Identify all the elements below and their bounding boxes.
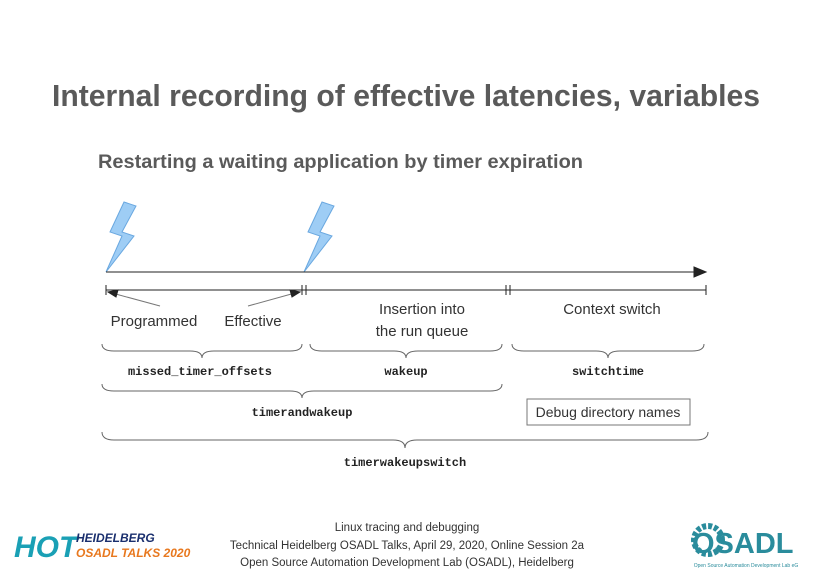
logo-left: HOT HEIDELBERG OSADL TALKS 2020 — [14, 531, 191, 564]
event-label: Context switch — [563, 301, 661, 318]
logo-mark: OSADL — [692, 528, 794, 560]
brace — [101, 431, 709, 449]
logo-right: OSADL Open Source Automation Development… — [691, 523, 799, 569]
logo-tagline: Open Source Automation Development Lab e… — [694, 563, 799, 569]
legend-box — [526, 398, 691, 426]
event-label: the run queue — [376, 323, 469, 340]
variable-name: wakeup — [384, 365, 427, 379]
event-label: Insertion into — [379, 301, 465, 318]
variable-name: missed_timer_offsets — [128, 365, 272, 379]
logo-text: HEIDELBERG — [76, 531, 155, 545]
footer-line: Linux tracing and debugging — [335, 522, 480, 534]
logo-text: OSADL TALKS 2020 — [76, 546, 191, 560]
brace — [511, 343, 705, 359]
event-label: Effective — [224, 313, 281, 330]
footer-line: Technical Heidelberg OSADL Talks, April … — [230, 540, 585, 552]
variable-name: timerwakeupswitch — [344, 456, 466, 470]
brace — [101, 383, 503, 399]
title: Internal recording of effective latencie… — [52, 78, 760, 113]
variable-name: timerandwakeup — [252, 406, 353, 420]
brace — [101, 343, 303, 359]
event-label: Programmed — [111, 313, 198, 330]
subtitle: Restarting a waiting application by time… — [98, 152, 583, 173]
footer-line: Open Source Automation Development Lab (… — [240, 557, 574, 569]
lightning-icons — [105, 201, 335, 273]
brace — [309, 343, 503, 359]
braces — [101, 343, 709, 449]
logo-mark: HOT — [14, 531, 80, 564]
timeline — [105, 266, 708, 307]
variable-name: switchtime — [572, 365, 644, 379]
legend-text: Debug directory names — [536, 404, 681, 420]
